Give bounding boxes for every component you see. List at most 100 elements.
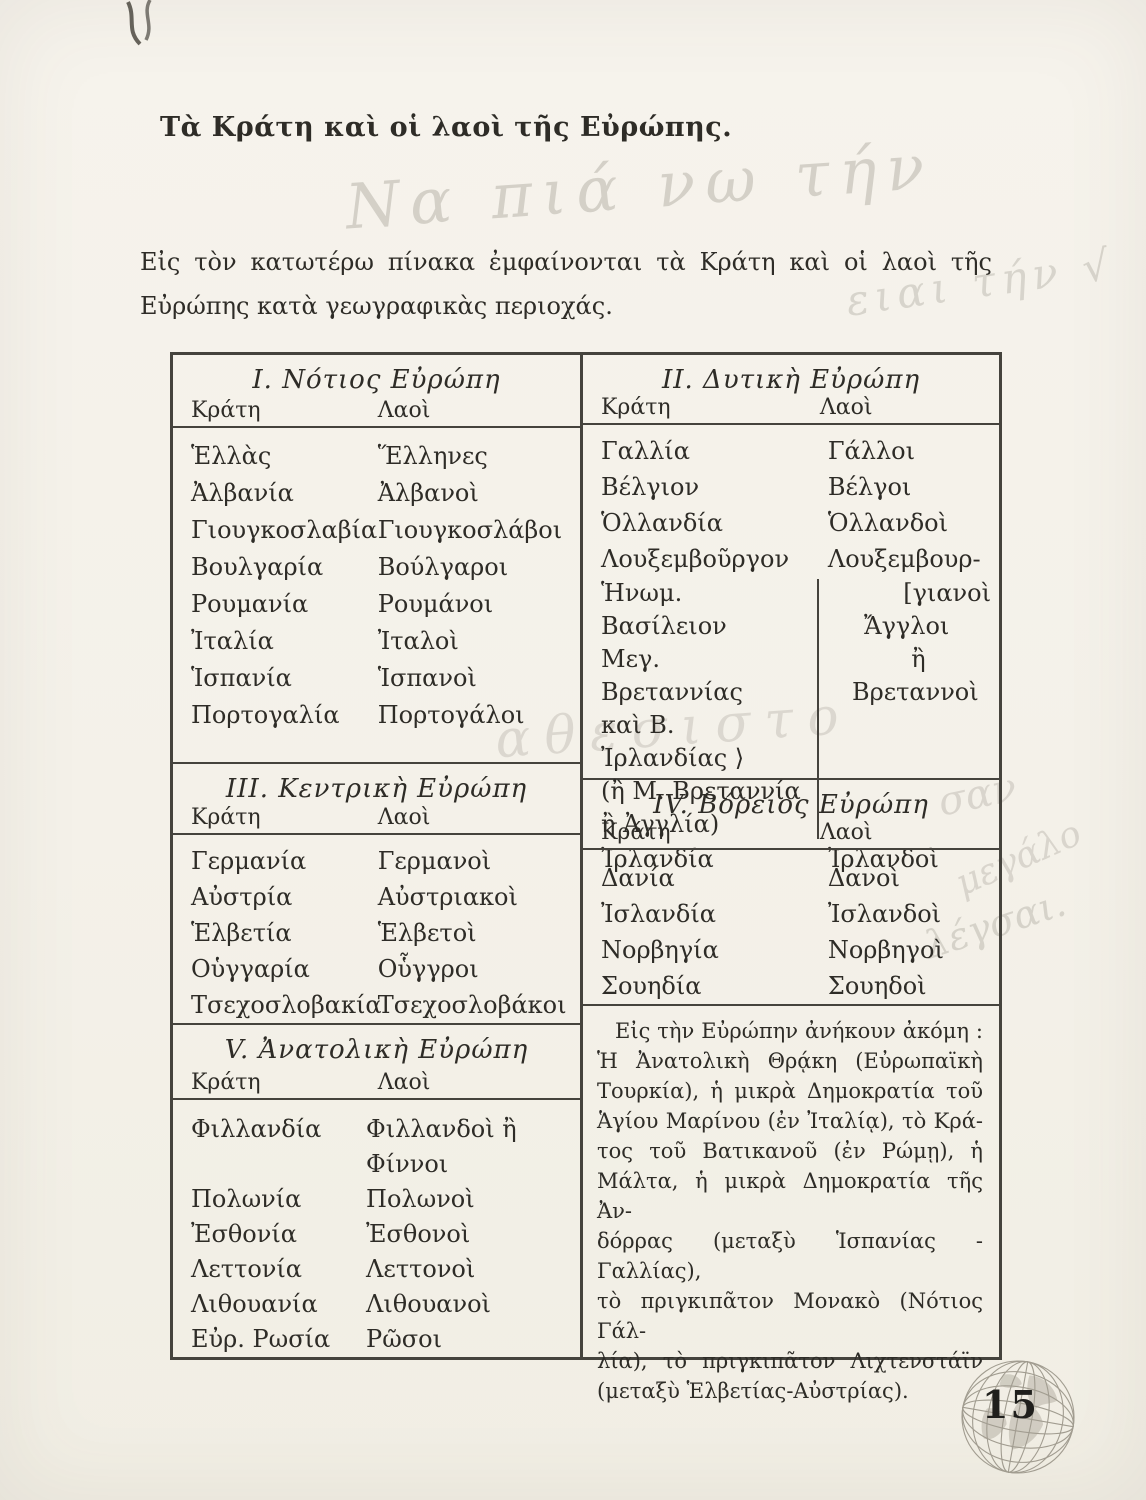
table-row: Γερμανία Γερμανοὶ: [173, 843, 580, 879]
people-name: Οὗγγροι: [377, 955, 479, 984]
peoples-label: Λαοὶ: [377, 397, 431, 423]
intro-line-1: Εἰς τὸν κατωτέρω πίνακα ἐμφαίνονται τὰ Κ…: [140, 248, 992, 276]
people-name: Γιουγκοσλάβοι: [377, 515, 563, 544]
section-2-body: Γαλλία Γάλλοι Βέλγιον Βέλγοι Ὁλλανδία Ὁλλαν…: [583, 425, 999, 873]
section-4-header: IV. Βόρειος Εὐρώπη Κράτη Λαοὶ: [583, 780, 999, 850]
state-name: Ἑλβετία: [191, 919, 292, 948]
note-line: τὸ πριγκιπᾶτον Μονακὸ (Νότιος Γάλ-: [597, 1289, 983, 1343]
section-3-column-labels: Κράτη Λαοὶ: [173, 805, 580, 830]
uk-people-line: Ἄγγλοι: [863, 612, 950, 640]
people-name: Ἰταλοὶ: [377, 626, 459, 655]
state-name: Λιθουανία: [191, 1290, 318, 1318]
uk-brace-rule: [817, 579, 820, 839]
section-1-body: Ἑλλὰς Ἕλληνες Ἀλβανία Ἀλβανοὶ Γιουγκοσλαβί…: [173, 428, 580, 765]
table-row: Ἑλβετία Ἑλβετοὶ: [173, 915, 580, 951]
table-row: Ἱσπανία Ἱσπανοὶ: [173, 660, 580, 697]
people-name: Τσεχοσλοβάκοι: [377, 991, 567, 1020]
states-label: Κράτη: [601, 820, 671, 845]
peoples-label: Λαοὶ: [819, 395, 873, 420]
additional-territories-note: Εἰς τὴν Εὐρώπην ἀνήκουν ἀκόμη : Ἡ Ἀνατολ…: [583, 1006, 999, 1406]
people-name: Πολωνοὶ: [366, 1185, 475, 1213]
people-name: Ἐσθονοὶ: [366, 1220, 471, 1248]
people-name: Νορβηγοὶ: [827, 936, 944, 964]
people-name: Ρουμάνοι: [377, 589, 494, 618]
state-name: Βουλγαρία: [191, 552, 324, 581]
table-row: Δανία Δανοὶ: [583, 860, 999, 896]
section-1-title: I. Νότιος Εὐρώπη: [252, 365, 501, 395]
state-name: Λουξεμβοῦργον: [601, 545, 790, 573]
peoples-label: Λαοὶ: [377, 805, 431, 831]
people-name: Ἰσλανδοὶ: [827, 900, 942, 928]
table-row: Λουξεμβοῦργον Λουξεμβουρ-: [583, 541, 999, 577]
state-name: Πολωνία: [191, 1185, 302, 1213]
state-name: Ἱσπανία: [191, 663, 292, 692]
table-row: Ρουμανία Ρουμάνοι: [173, 586, 580, 623]
state-name: Ἀλβανία: [191, 478, 294, 507]
people-name: Ἱσπανοὶ: [377, 663, 477, 692]
states-label: Κράτη: [191, 805, 261, 831]
uk-state-line: Μεγ. Βρεταννίας: [601, 645, 743, 706]
note-line: Ἁγίου Μαρίνου (ἐν Ἰταλίᾳ), τὸ Κρά-: [597, 1109, 983, 1133]
uk-people-line: ἢ: [911, 645, 926, 673]
people-name: Δανοὶ: [827, 864, 900, 892]
people-name: Ρῶσοι: [366, 1325, 443, 1353]
page-title: Τὰ Κράτη καὶ οἱ λαοὶ τῆς Εὐρώπης.: [160, 112, 733, 143]
note-line: Μάλτα, ἡ μικρὰ Δημοκρατία τῆς Ἀν-: [597, 1169, 983, 1223]
table-row: Ἑλλὰς Ἕλληνες: [173, 438, 580, 475]
state-name: Γερμανία: [191, 847, 307, 876]
state-name: Πορτογαλία: [191, 700, 340, 729]
section-4-title: IV. Βόρειος Εὐρώπη: [653, 790, 929, 820]
uk-state-lines: Ἡνωμ. Βασίλειον Μεγ. Βρεταννίας καὶ Β. Ἰ…: [601, 577, 808, 841]
section-3-title: III. Κεντρικὴ Εὐρώπη: [225, 774, 528, 805]
section-1-header: I. Νότιος Εὐρώπη Κράτη Λαοὶ: [173, 355, 580, 428]
table-row: Ἰσλανδία Ἰσλανδοὶ: [583, 896, 999, 932]
state-name: Σουηδία: [601, 972, 702, 1000]
state-name: Αὐστρία: [191, 883, 293, 912]
table-row: Πολωνία Πολωνοὶ: [173, 1182, 580, 1217]
state-name: Ἰσλανδία: [601, 900, 716, 928]
section-5-body: Φιλλανδία Φιλλανδοὶ ἢ Φίννοι Πολωνία Πολων…: [173, 1100, 580, 1357]
section-2-column-labels: Κράτη Λαοὶ: [583, 395, 999, 420]
globe-page-ornament: 15: [956, 1356, 1080, 1478]
intro-line-2: Εὐρώπης κατὰ γεωγραφικὰς περιοχάς.: [140, 292, 613, 320]
uk-state-line: Ἡνωμ. Βασίλειον: [601, 579, 727, 640]
section-4-column-labels: Κράτη Λαοὶ: [583, 820, 999, 845]
page-number: 15: [982, 1382, 1039, 1427]
note-line: (μεταξὺ Ἑλβετίας-Αὐστρίας).: [597, 1379, 909, 1403]
table-row: Νορβηγία Νορβηγοὶ: [583, 932, 999, 968]
state-name: Γιουγκοσλαβία: [191, 515, 378, 544]
people-name: Φιλλανδοὶ ἢ Φίννοι: [366, 1115, 517, 1178]
table-row: Βουλγαρία Βούλγαροι: [173, 549, 580, 586]
state-name: Ἐσθονία: [191, 1220, 297, 1248]
handwriting-top: Να πιά νω τήν: [343, 129, 937, 244]
states-label: Κράτη: [601, 395, 671, 420]
state-name: Λεττονία: [191, 1255, 302, 1283]
table-row: Ἰταλία Ἰταλοὶ: [173, 623, 580, 660]
table-row: Εὐρ. Ρωσία Ρῶσοι: [173, 1322, 580, 1357]
state-name: Ρουμανία: [191, 589, 309, 618]
uk-people-line: [γιανοὶ: [903, 579, 991, 607]
state-name: Δανία: [601, 864, 675, 892]
corner-scribble-mark: [126, 0, 152, 46]
table-right-column: II. Δυτικὴ Εὐρώπη Κράτη Λαοὶ Γαλλία Γάλλο…: [583, 355, 999, 1403]
people-name: Πορτογάλοι: [377, 700, 525, 729]
globe-icon: [961, 1360, 1075, 1474]
table-row: Βέλγιον Βέλγοι: [583, 469, 999, 505]
table-row: Γαλλία Γάλλοι: [583, 433, 999, 469]
table-row: Ἀλβανία Ἀλβανοὶ: [173, 475, 580, 512]
people-name: Γερμανοὶ: [377, 847, 492, 876]
peoples-label: Λαοὶ: [819, 820, 873, 845]
table-row: Λεττονία Λεττονοὶ: [173, 1252, 580, 1287]
section-5-title: V. Ἀνατολικὴ Εὐρώπη: [224, 1035, 529, 1066]
state-name: Βέλγιον: [601, 473, 700, 501]
uk-state-line: ἢ Ἀγγλία): [601, 810, 720, 838]
people-name: Γάλλοι: [827, 437, 915, 465]
table-row: Ἐσθονία Ἐσθονοὶ: [173, 1217, 580, 1252]
note-line: τος τοῦ Βατικανοῦ (ἐν Ρώμῃ), ἡ: [597, 1139, 983, 1163]
section-2-title: II. Δυτικὴ Εὐρώπη: [661, 365, 921, 395]
peoples-label: Λαοὶ: [377, 1070, 431, 1095]
state-name: Τσεχοσλοβακία: [191, 991, 382, 1020]
people-name: Λιθουανοὶ: [366, 1290, 491, 1318]
table-row: Οὑγγαρία Οὗγγροι: [173, 951, 580, 987]
people-name: Ἕλληνες: [377, 441, 488, 470]
